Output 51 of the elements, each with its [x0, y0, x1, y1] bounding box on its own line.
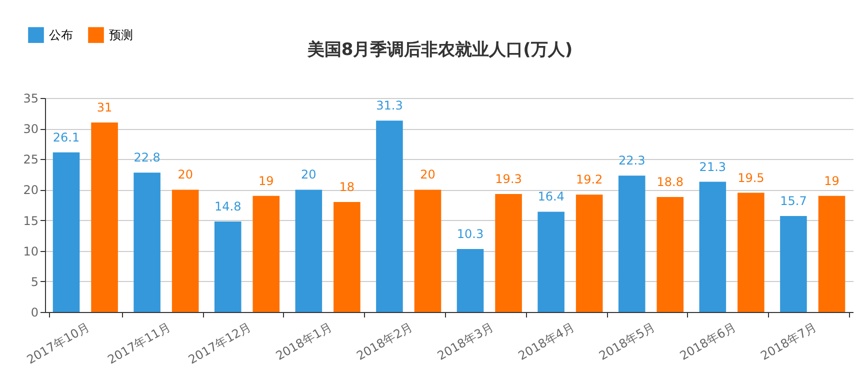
data-label: 31.3 [376, 98, 403, 113]
data-label: 19.5 [738, 170, 764, 185]
data-label: 19.2 [576, 172, 603, 187]
bar [172, 190, 199, 312]
y-tick-label: 20 [23, 183, 38, 198]
bar [818, 196, 846, 312]
data-label: 19 [824, 174, 840, 188]
bar [376, 120, 403, 312]
data-label: 15.7 [780, 194, 807, 208]
data-label: 20 [178, 168, 193, 182]
data-label: 10.3 [456, 227, 484, 242]
data-label: 18 [339, 180, 355, 194]
data-label: 21.3 [699, 160, 726, 174]
data-label: 22.3 [618, 154, 646, 168]
bar [456, 249, 484, 312]
bar [52, 152, 80, 312]
bar [538, 212, 564, 312]
bar [334, 202, 360, 312]
bar [576, 194, 603, 312]
y-tick-label: 30 [23, 122, 38, 136]
bar [656, 197, 684, 312]
bar [252, 196, 280, 312]
data-label: 26.1 [52, 130, 80, 144]
data-label: 16.4 [538, 190, 564, 204]
bar [134, 172, 160, 312]
bar [414, 190, 442, 312]
bar [295, 190, 322, 312]
bar [699, 182, 726, 312]
data-label: 31 [96, 100, 112, 114]
bar [738, 192, 764, 312]
chart-title: 美国8月季调后非农就业人口(万人) [307, 40, 573, 60]
bar [780, 216, 807, 312]
data-label: 19 [258, 174, 274, 188]
y-tick-label: 25 [23, 152, 38, 167]
data-label: 14.8 [214, 200, 242, 214]
bar [618, 176, 646, 312]
y-tick-label: 10 [23, 244, 38, 258]
data-label: 18.8 [656, 175, 684, 190]
bar [91, 122, 118, 312]
bar [495, 194, 522, 312]
legend-label: 公布 [49, 28, 73, 42]
data-label: 20 [301, 168, 316, 182]
data-label: 20 [420, 168, 436, 182]
bar [214, 222, 242, 312]
y-tick-label: 5 [30, 274, 38, 289]
legend-label: 预测 [109, 28, 133, 42]
data-label: 19.3 [495, 172, 522, 186]
y-tick-label: 35 [23, 92, 38, 106]
y-tick-label: 15 [23, 214, 38, 228]
data-label: 22.8 [134, 150, 160, 165]
y-tick-label: 0 [30, 306, 38, 320]
